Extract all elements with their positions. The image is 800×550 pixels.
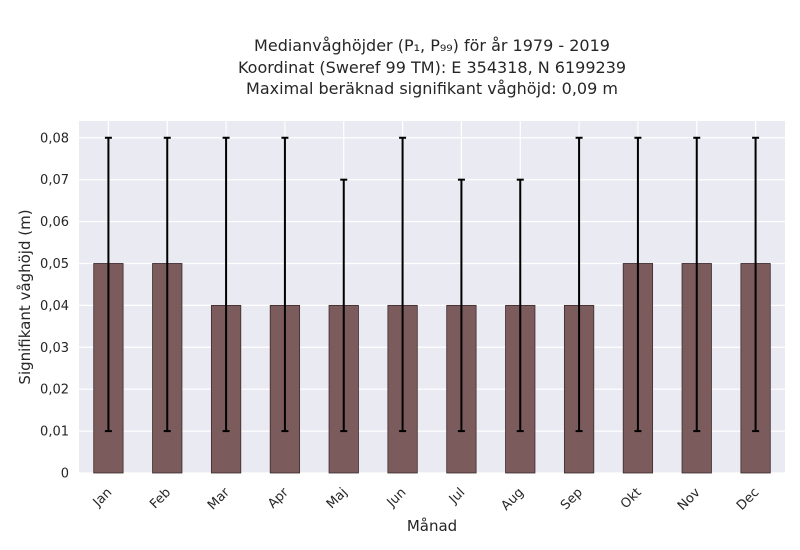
y-axis-label: Signifikant våghöjd (m) <box>16 209 34 384</box>
chart-title: Medianvåghöjder (P₁, P₉₉) för år 1979 - … <box>238 36 626 98</box>
error-bar <box>575 136 583 433</box>
error-bar <box>399 136 407 433</box>
y-tick-label: 0,08 <box>40 131 69 146</box>
chart-title-line-1: Medianvåghöjder (P₁, P₉₉) för år 1979 - … <box>254 36 610 55</box>
error-bar <box>516 178 524 433</box>
error-bar <box>693 136 701 433</box>
error-bar <box>104 136 112 433</box>
x-tick-label: Aug <box>499 485 528 514</box>
x-axis-ticks: Jan Feb Mar Apr Maj Jun Jul Aug Sep Okt Nov Dec <box>90 485 763 514</box>
x-tick-label: Sep <box>558 485 586 513</box>
y-tick-label: 0,03 <box>40 341 69 356</box>
x-tick-label: Apr <box>265 485 292 512</box>
x-tick-label: Maj <box>324 485 351 512</box>
error-bar <box>222 136 230 433</box>
error-bar <box>634 136 642 433</box>
x-tick-label: Jun <box>384 485 410 511</box>
y-tick-label: 0,06 <box>40 215 69 230</box>
y-tick-label: 0,04 <box>40 299 69 314</box>
error-bar <box>457 178 465 433</box>
x-axis-label: Månad <box>407 517 457 535</box>
y-tick-label: 0,01 <box>40 425 69 440</box>
error-bar <box>163 136 171 433</box>
y-tick-label: 0,07 <box>40 173 69 188</box>
x-tick-label: Jul <box>446 485 468 507</box>
y-axis-ticks: 0 0,01 0,02 0,03 0,04 0,05 0,06 0,07 0,08 <box>40 131 69 481</box>
x-tick-label: Jan <box>90 485 115 510</box>
y-tick-label: 0 <box>61 467 69 482</box>
error-bar <box>340 178 348 433</box>
chart-title-line-3: Maximal beräknad signifikant våghöjd: 0,… <box>246 79 618 98</box>
chart-title-line-2: Koordinat (Sweref 99 TM): E 354318, N 61… <box>238 58 626 77</box>
error-bar <box>752 136 760 433</box>
x-tick-label: Nov <box>675 485 704 514</box>
y-tick-label: 0,05 <box>40 257 69 272</box>
x-tick-label: Okt <box>618 485 645 512</box>
x-tick-label: Mar <box>205 485 233 513</box>
error-bars <box>104 136 760 433</box>
x-tick-label: Dec <box>734 485 762 513</box>
y-tick-label: 0,02 <box>40 383 69 398</box>
plot-area <box>79 121 785 473</box>
error-bar <box>281 136 289 433</box>
x-tick-label: Feb <box>147 485 174 512</box>
